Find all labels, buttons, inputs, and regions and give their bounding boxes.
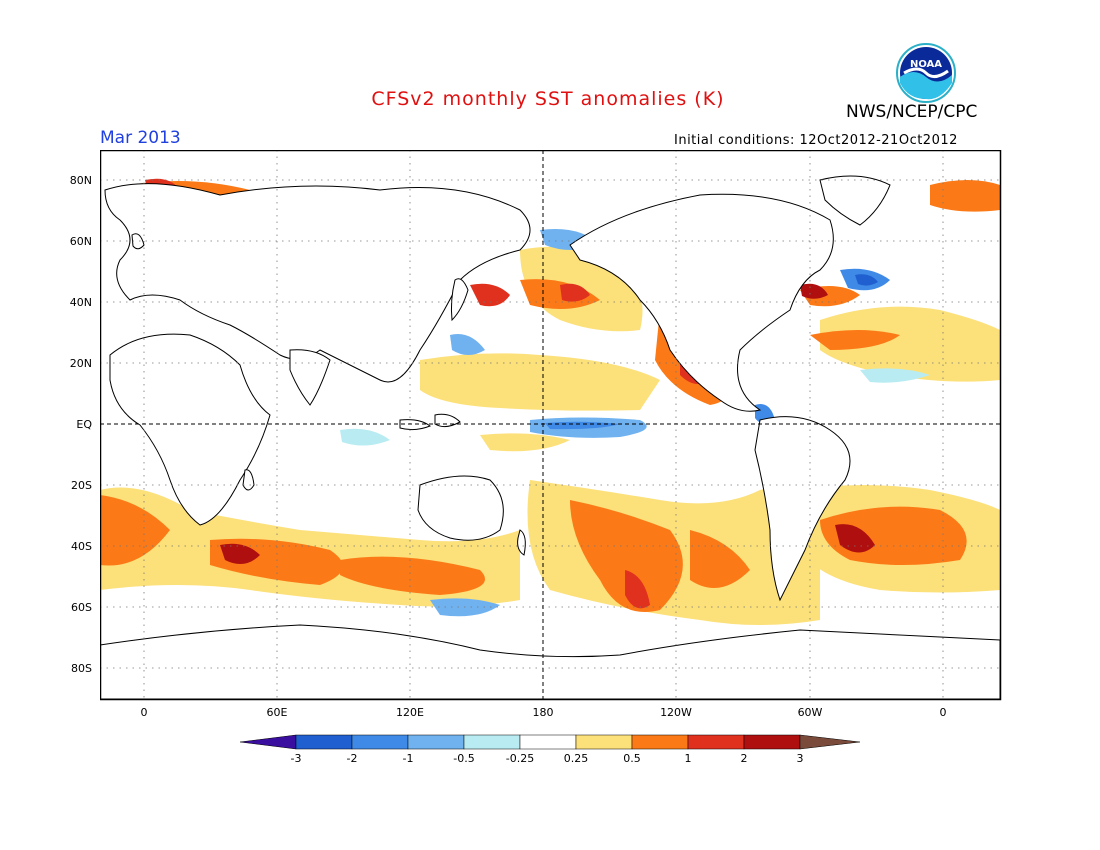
lat-label-80n: 80N (69, 174, 92, 187)
colorbar-label: -1 (402, 752, 414, 765)
lat-label-20s: 20S (71, 479, 92, 492)
lat-label-60s: 60S (71, 601, 92, 614)
lat-label-40s: 40S (71, 540, 92, 553)
colorbar-segment-4 (463, 734, 521, 750)
lon-label-60w: 60W (797, 706, 823, 719)
lat-label-40n: 40N (69, 296, 92, 309)
colorbar-segment-3 (407, 734, 465, 750)
noaa-logo: NOAA (896, 43, 956, 103)
organization-label: NWS/NCEP/CPC (846, 102, 978, 122)
lon-label-120w: 120W (660, 706, 692, 719)
colorbar-label: -3 (290, 752, 302, 765)
lon-label-0: 0 (140, 706, 148, 719)
lat-label-60n: 60N (69, 235, 92, 248)
colorbar-segment-7 (631, 734, 689, 750)
forecast-month: Mar 2013 (100, 128, 181, 148)
colorbar-segment-2 (351, 734, 409, 750)
lon-label-0-right: 0 (939, 706, 947, 719)
lat-label-eq: EQ (76, 418, 92, 431)
colorbar-segment-0 (240, 734, 297, 750)
colorbar-label: 0.25 (563, 752, 589, 765)
lat-label-20n: 20N (69, 357, 92, 370)
colorbar-label: 1 (684, 752, 692, 765)
colorbar-label: -0.5 (453, 752, 475, 765)
sst-anomaly-map (100, 150, 1002, 701)
lon-label-180: 180 (532, 706, 554, 719)
lon-label-60e: 60E (266, 706, 288, 719)
colorbar-segment-8 (687, 734, 745, 750)
lat-label-80s: 80S (71, 662, 92, 675)
colorbar-segment-1 (295, 734, 353, 750)
colorbar-segment-10 (799, 734, 861, 750)
colorbar-segment-5 (519, 734, 577, 750)
colorbar-label: 2 (740, 752, 748, 765)
colorbar-label: 3 (796, 752, 804, 765)
colorbar-label: -0.25 (505, 752, 535, 765)
colorbar-segment-6 (575, 734, 633, 750)
chart-title: CFSv2 monthly SST anomalies (K) (371, 88, 725, 110)
colorbar (240, 734, 861, 750)
colorbar-label: -2 (346, 752, 358, 765)
initial-conditions: Initial conditions: 12Oct2012-21Oct2012 (674, 133, 958, 148)
svg-text:NOAA: NOAA (910, 59, 942, 70)
colorbar-segment-9 (743, 734, 801, 750)
reference-lines (100, 150, 1000, 699)
continents (100, 175, 1000, 699)
colorbar-label: 0.5 (623, 752, 641, 765)
lon-label-120e: 120E (396, 706, 424, 719)
